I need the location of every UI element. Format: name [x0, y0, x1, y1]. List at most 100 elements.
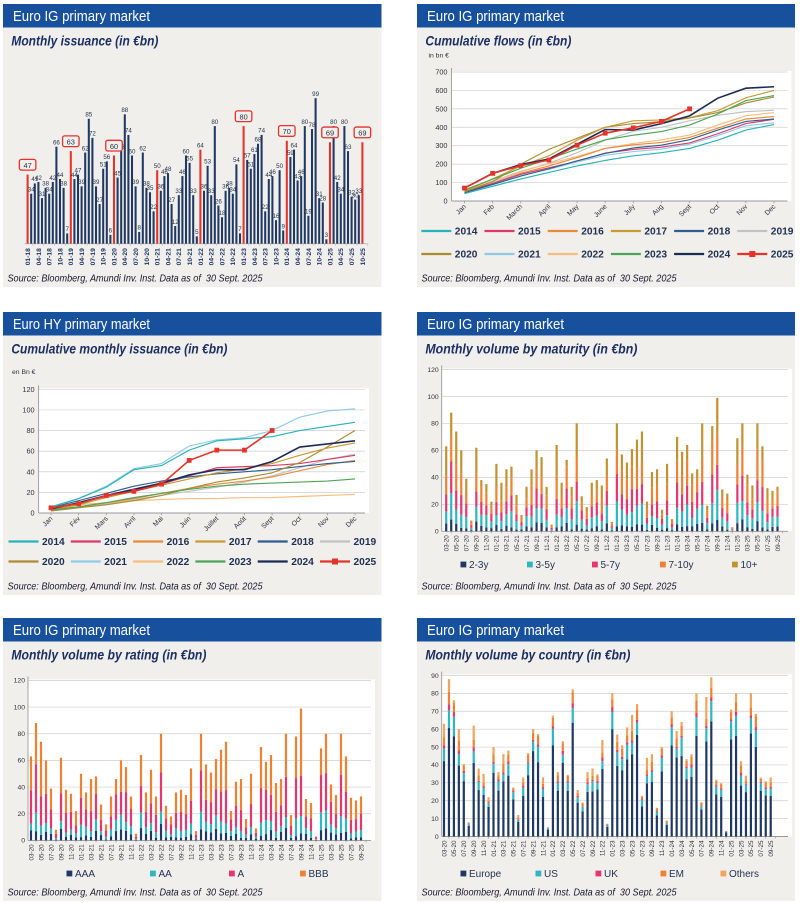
svg-text:07-20: 07-20 — [133, 248, 140, 265]
svg-text:80: 80 — [301, 119, 308, 126]
svg-text:46: 46 — [269, 169, 276, 176]
svg-text:10-25: 10-25 — [360, 248, 367, 265]
svg-text:11-24: 11-24 — [308, 844, 315, 860]
svg-text:07-25: 07-25 — [349, 248, 356, 265]
svg-text:Cumulative flows (in €bn): Cumulative flows (in €bn) — [425, 32, 571, 48]
svg-text:5-7y: 5-7y — [600, 560, 619, 571]
svg-text:03-24: 03-24 — [684, 534, 691, 551]
svg-text:2021: 2021 — [104, 557, 127, 568]
svg-text:04-22: 04-22 — [209, 248, 216, 265]
svg-text:09-23: 09-23 — [654, 534, 661, 551]
svg-text:34: 34 — [229, 187, 236, 194]
svg-text:Monthly volume by country (in: Monthly volume by country (in €bn) — [425, 646, 630, 662]
svg-text:2-3y: 2-3y — [469, 560, 488, 571]
svg-text:01-23: 01-23 — [198, 844, 205, 861]
svg-text:61: 61 — [251, 147, 258, 154]
svg-text:07-22: 07-22 — [579, 840, 586, 857]
svg-text:11-24: 11-24 — [718, 840, 725, 856]
svg-text:70: 70 — [431, 709, 439, 716]
svg-text:EM: EM — [669, 869, 684, 880]
svg-text:31: 31 — [39, 191, 46, 198]
svg-text:11-22: 11-22 — [599, 840, 606, 856]
svg-text:07-23: 07-23 — [263, 248, 270, 265]
svg-text:69: 69 — [326, 129, 334, 138]
svg-text:38: 38 — [226, 181, 233, 188]
svg-text:Source: Bloomberg, Amundi Inv.: Source: Bloomberg, Amundi Inv. Inst. Dat… — [8, 888, 263, 899]
svg-text:2023: 2023 — [644, 250, 667, 261]
svg-text:05-21: 05-21 — [98, 844, 105, 861]
svg-text:07-21: 07-21 — [520, 840, 527, 857]
svg-text:11-21: 11-21 — [543, 534, 550, 550]
svg-text:42: 42 — [49, 175, 56, 182]
svg-text:Source: Bloomberg, Amundi Inv.: Source: Bloomberg, Amundi Inv. Inst. Dat… — [8, 274, 263, 285]
svg-text:32: 32 — [348, 189, 355, 196]
svg-text:Source: Bloomberg, Amundi Inv.: Source: Bloomberg, Amundi Inv. Inst. Dat… — [421, 274, 676, 285]
svg-text:34: 34 — [28, 187, 35, 194]
svg-text:01-24: 01-24 — [258, 844, 265, 861]
svg-text:Source: Bloomberg, Amundi Inv.: Source: Bloomberg, Amundi Inv. Inst. Dat… — [421, 581, 676, 592]
svg-text:2024: 2024 — [291, 557, 314, 568]
svg-text:04-23: 04-23 — [252, 248, 259, 265]
svg-text:38: 38 — [42, 181, 49, 188]
svg-text:2025: 2025 — [354, 557, 377, 568]
svg-text:55: 55 — [186, 156, 193, 163]
svg-text:05-22: 05-22 — [158, 844, 165, 861]
svg-text:10+: 10+ — [740, 560, 757, 571]
svg-text:04-21: 04-21 — [165, 248, 172, 265]
svg-text:18: 18 — [219, 210, 226, 217]
svg-text:03-22: 03-22 — [560, 840, 567, 857]
svg-text:07-22: 07-22 — [584, 534, 591, 551]
svg-text:UK: UK — [604, 869, 618, 880]
svg-text:01-25: 01-25 — [734, 534, 741, 551]
svg-text:05-23: 05-23 — [629, 840, 636, 857]
svg-text:2014: 2014 — [42, 537, 65, 548]
svg-text:60: 60 — [183, 148, 190, 155]
svg-text:42: 42 — [334, 175, 341, 182]
svg-text:04-19: 04-19 — [79, 248, 86, 265]
svg-text:01-25: 01-25 — [327, 248, 334, 265]
svg-text:03-23: 03-23 — [624, 534, 631, 551]
svg-text:05-24: 05-24 — [688, 840, 695, 857]
svg-text:19: 19 — [305, 209, 312, 216]
svg-text:7: 7 — [238, 226, 242, 233]
svg-text:30: 30 — [352, 192, 359, 199]
svg-text:Euro HY primary market: Euro HY primary market — [13, 316, 151, 333]
svg-text:09-22: 09-22 — [594, 534, 601, 551]
svg-text:10: 10 — [431, 816, 439, 823]
svg-text:80: 80 — [17, 731, 25, 738]
svg-text:09-24: 09-24 — [714, 534, 721, 551]
svg-text:03-22: 03-22 — [563, 534, 570, 551]
svg-text:74: 74 — [125, 128, 132, 135]
svg-text:56: 56 — [103, 154, 110, 161]
svg-text:36: 36 — [157, 184, 164, 191]
svg-text:0: 0 — [31, 508, 35, 517]
svg-text:09-24: 09-24 — [708, 840, 715, 857]
svg-text:72: 72 — [89, 131, 96, 138]
svg-text:50: 50 — [154, 163, 161, 170]
svg-text:01-25: 01-25 — [728, 840, 735, 857]
svg-text:50: 50 — [431, 744, 439, 751]
svg-text:100: 100 — [427, 393, 439, 400]
svg-text:05-24: 05-24 — [278, 844, 285, 861]
svg-text:46: 46 — [179, 169, 186, 176]
svg-text:AA: AA — [159, 869, 173, 880]
svg-text:03-24: 03-24 — [268, 844, 275, 861]
svg-text:2025: 2025 — [770, 250, 793, 261]
svg-text:01-22: 01-22 — [138, 844, 145, 861]
svg-text:03-23: 03-23 — [619, 840, 626, 857]
svg-text:09-24: 09-24 — [298, 844, 305, 861]
svg-text:22: 22 — [262, 204, 269, 211]
svg-text:39: 39 — [132, 179, 139, 186]
svg-text:11-23: 11-23 — [659, 840, 666, 856]
svg-text:3-5y: 3-5y — [535, 560, 554, 571]
svg-text:04-25: 04-25 — [338, 248, 345, 265]
svg-text:en Bn €: en Bn € — [12, 369, 36, 376]
svg-text:33: 33 — [355, 188, 362, 195]
svg-text:01-25: 01-25 — [318, 844, 325, 861]
svg-text:40: 40 — [431, 474, 439, 481]
svg-text:10-21: 10-21 — [187, 248, 194, 265]
svg-text:60: 60 — [431, 447, 439, 454]
svg-text:2017: 2017 — [229, 537, 252, 548]
svg-text:2020: 2020 — [454, 250, 477, 261]
svg-text:11-23: 11-23 — [664, 534, 671, 550]
